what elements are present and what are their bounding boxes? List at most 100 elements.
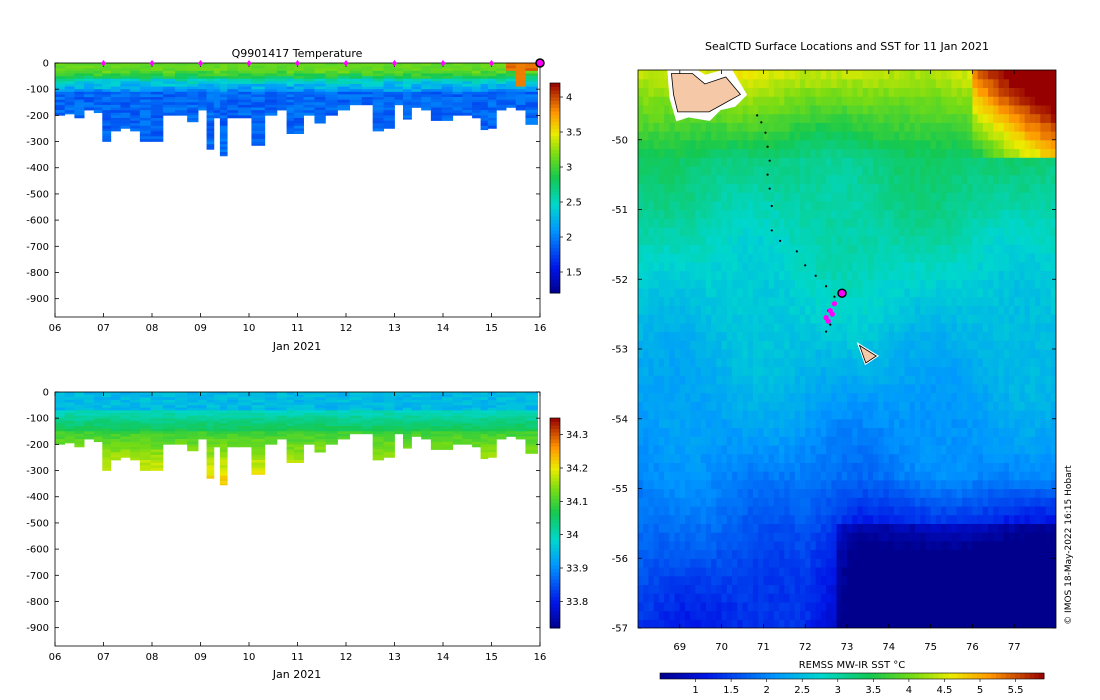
section-cell [175,436,188,440]
section-cell [293,99,304,103]
sst-cell [779,444,785,455]
section-cell [402,70,412,74]
sst-cell [810,244,817,254]
section-cell [84,73,95,77]
sst-cell [685,436,691,446]
section-cell [372,452,384,456]
sst-cell [758,610,764,620]
section-cell [139,402,152,406]
sst-cell [794,104,801,115]
section-cell [506,78,517,82]
sst-cell [779,87,785,97]
section-cell [187,70,199,74]
sst-cell [836,566,843,577]
sst-cell [805,357,812,368]
colorbar-tick-label: 1.5 [566,268,582,279]
section-cell [198,397,207,401]
sst-map-area [638,70,1056,628]
sst-cell [685,261,691,272]
section-cell [487,392,497,395]
sst-cell [758,436,764,446]
sst-cell [721,287,728,298]
section-cell [480,454,489,458]
section-cell [349,68,363,72]
sst-cell [794,148,801,158]
sst-cell [711,314,717,324]
sst-cell [705,532,712,542]
sst-cell [841,209,848,219]
section-cell [303,412,315,416]
section-cell [383,433,395,437]
section-cell [286,415,295,419]
sst-cell [726,148,733,158]
sst-cell [763,235,770,245]
section-cell [139,449,152,453]
section-cell [372,73,384,77]
sst-cell [752,235,759,245]
section-cell [430,394,443,398]
sst-cell [679,610,686,620]
section-cell [139,65,152,69]
section-cell [187,407,199,411]
section-cell [198,410,207,414]
section-cell [314,412,326,416]
sst-cell [815,122,822,132]
sst-cell [726,261,733,272]
sst-cell [831,575,838,586]
section-cell [525,110,538,114]
section-cell [515,70,526,74]
section-cell [361,405,374,409]
section-cell [206,86,215,90]
y-tick-label: 0 [43,59,49,70]
sst-cell [643,70,650,80]
sst-cell [799,70,806,80]
sst-cell [685,331,691,341]
sst-cell [685,218,691,228]
section-cell [303,91,315,95]
sst-cell [737,540,744,551]
section-cell [84,394,95,398]
sst-cell [685,471,691,481]
section-cell [120,418,131,422]
section-cell [441,99,454,103]
sst-cell [737,131,744,141]
sst-cell [732,619,738,628]
section-cell [402,433,412,437]
sst-cell [820,349,827,359]
section-cell [251,123,266,127]
sst-cell [664,331,670,341]
colorbar-segment [550,160,560,164]
section-cell [110,418,121,422]
sst-cell [758,497,764,507]
section-cell [55,415,66,419]
section-cell [139,120,152,124]
sst-cell [700,226,707,237]
section-cell [110,104,121,108]
section-cell [219,399,228,403]
sst-cell [638,314,644,324]
section-cell [251,70,266,74]
section-cell [219,141,228,145]
sst-cell [805,375,812,385]
sst-cell [747,549,754,559]
sst-cell [831,183,838,193]
sst-cell [653,575,660,586]
section-cell [84,86,95,90]
sst-cell [779,392,785,402]
sst-cell [679,209,686,219]
sst-cell [737,462,744,472]
section-cell [150,460,164,464]
section-cell [372,107,384,111]
section-cell [219,107,228,111]
sst-cell [638,584,644,594]
section-cell [219,152,228,155]
section-cell [130,423,141,427]
sst-cell [841,349,848,359]
section-cell [293,410,304,414]
section-cell [55,405,66,409]
sst-cell [690,357,697,368]
sst-cell [705,174,712,184]
section-cell [462,426,473,429]
sst-cell [726,165,733,176]
section-cell [102,73,112,77]
